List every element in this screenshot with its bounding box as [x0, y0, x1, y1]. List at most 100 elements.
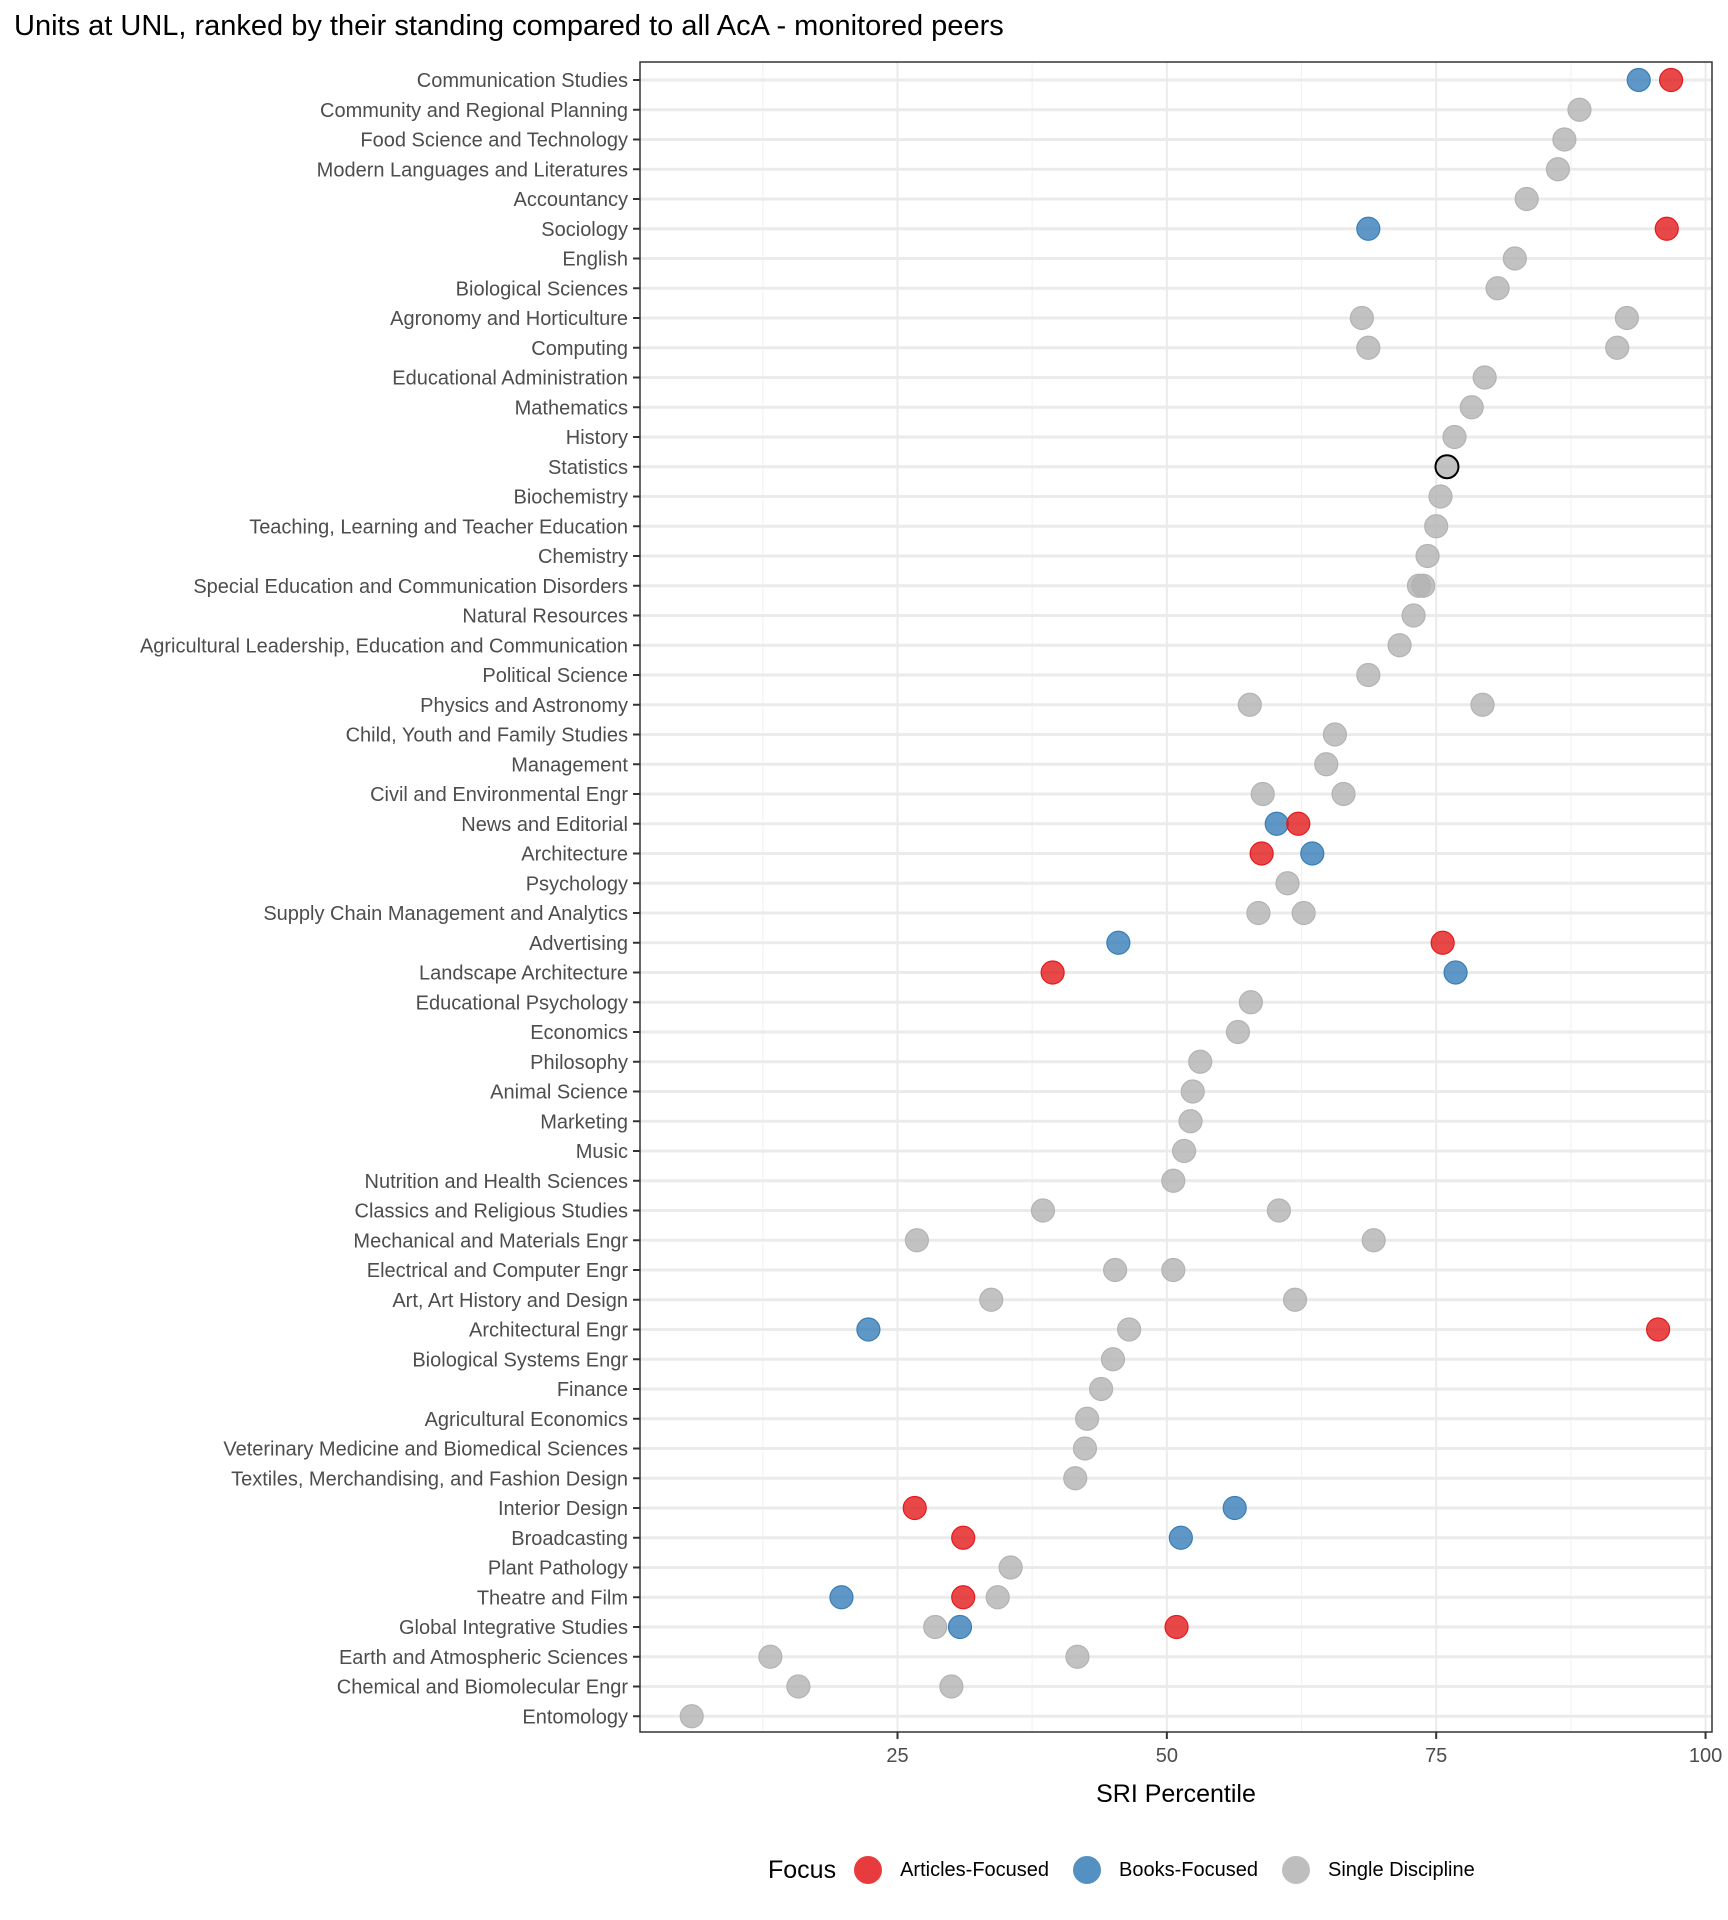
data-point-single-discipline — [1459, 395, 1484, 420]
x-tick-label: 75 — [1425, 1745, 1447, 1767]
y-tick-label: Civil and Environmental Engr — [370, 784, 628, 806]
legend-label-articles-focused: Articles-Focused — [900, 1858, 1050, 1881]
data-point-books-focused — [1626, 67, 1651, 93]
data-point-single-discipline — [1072, 1436, 1098, 1461]
legend-key-books-focused — [1073, 1856, 1102, 1884]
data-point-single-discipline — [1331, 781, 1356, 807]
data-point-books-focused — [1264, 811, 1289, 836]
data-point-single-discipline — [1470, 692, 1495, 717]
data-point-articles-focused — [902, 1495, 927, 1521]
y-tick-label: Food Science and Technology — [360, 130, 628, 152]
y-tick-label: Computing — [531, 338, 628, 360]
data-point-articles-focused — [1286, 811, 1311, 836]
data-point-articles-focused — [1654, 216, 1679, 241]
y-tick-label: Educational Psychology — [416, 992, 628, 1014]
data-point-books-focused — [947, 1614, 973, 1640]
data-point-single-discipline — [1117, 1317, 1142, 1342]
x-tick-label: 25 — [886, 1745, 908, 1767]
data-point-single-discipline — [1514, 186, 1539, 212]
data-point-single-discipline — [1250, 781, 1275, 807]
data-point-single-discipline — [1171, 1138, 1197, 1164]
data-point-single-discipline — [1238, 990, 1263, 1015]
y-tick-label: Veterinary Medicine and Biomedical Scien… — [223, 1439, 628, 1461]
y-tick-label: Economics — [530, 1022, 628, 1044]
data-point-books-focused — [1168, 1525, 1193, 1550]
legend: Focus Articles-Focused Books-Focused Sin… — [768, 1850, 1499, 1890]
data-point-single-discipline — [1291, 900, 1316, 926]
data-point-single-discipline — [1322, 722, 1348, 747]
y-tick-label: Agronomy and Horticulture — [390, 308, 628, 330]
y-tick-label: Architectural Engr — [469, 1320, 628, 1342]
y-tick-label: Educational Administration — [392, 368, 628, 390]
data-point-single-discipline — [904, 1228, 929, 1253]
y-tick-label: Chemical and Biomolecular Engr — [337, 1677, 629, 1699]
y-tick-label: Interior Design — [498, 1498, 628, 1520]
y-tick-label: Marketing — [540, 1111, 628, 1133]
data-point-single-discipline — [679, 1704, 704, 1729]
y-tick-label: Accountancy — [513, 189, 628, 211]
data-point-single-discipline — [786, 1674, 811, 1699]
data-point-single-discipline — [1282, 1287, 1308, 1312]
data-point-books-focused — [1356, 216, 1381, 241]
y-tick-label: Advertising — [529, 933, 628, 955]
y-tick-label: Natural Resources — [462, 606, 628, 628]
y-tick-label: Global Integrative Studies — [399, 1617, 628, 1639]
x-axis: 25 50 75 100 — [886, 1732, 1722, 1767]
y-tick-label: Philosophy — [530, 1052, 628, 1074]
y-tick-label: Psychology — [526, 873, 628, 895]
data-point-single-discipline — [939, 1674, 964, 1699]
y-tick-label: Finance — [557, 1379, 628, 1401]
y-tick-label: Biological Systems Engr — [412, 1349, 628, 1371]
y-tick-label: Chemistry — [538, 546, 628, 568]
data-point-single-discipline — [1275, 871, 1300, 896]
data-point-single-discipline — [1356, 662, 1381, 688]
y-tick-label: History — [566, 427, 628, 449]
data-points — [679, 67, 1684, 1729]
data-point-single-discipline — [1361, 1228, 1386, 1253]
data-point-single-discipline — [1237, 692, 1262, 717]
y-tick-label: English — [562, 249, 628, 271]
y-tick-label: Nutrition and Health Sciences — [365, 1171, 628, 1193]
y-tick-label: Supply Chain Management and Analytics — [263, 903, 628, 925]
legend-label-books-focused: Books-Focused — [1119, 1858, 1258, 1881]
legend-key-articles-focused — [854, 1856, 883, 1884]
y-tick-label: Sociology — [541, 219, 628, 241]
y-tick-label: Broadcasting — [511, 1528, 628, 1550]
data-point-single-discipline — [1178, 1109, 1203, 1134]
y-tick-label: Earth and Atmospheric Sciences — [339, 1647, 628, 1669]
data-point-articles-focused — [1040, 960, 1065, 985]
y-tick-label: Electrical and Computer Engr — [367, 1260, 629, 1282]
y-tick-label: Animal Science — [490, 1082, 628, 1104]
y-tick-label: Plant Pathology — [488, 1558, 628, 1580]
y-tick-label: Biochemistry — [514, 487, 628, 509]
legend-label-single-discipline: Single Discipline — [1328, 1858, 1475, 1881]
y-tick-label: Agricultural Economics — [425, 1409, 628, 1431]
data-point-books-focused — [829, 1585, 854, 1610]
data-point-single-discipline — [998, 1555, 1023, 1580]
data-point-single-discipline — [1614, 305, 1639, 331]
data-point-single-discipline — [1180, 1079, 1205, 1104]
data-point-single-discipline — [1415, 543, 1440, 569]
data-point-single-discipline — [1442, 424, 1467, 450]
data-point-single-discipline — [1567, 97, 1592, 122]
data-point-single-discipline — [1401, 603, 1426, 628]
data-point-articles-focused — [1430, 930, 1455, 955]
chart-plot: Communication Studies Community and Regio… — [140, 61, 1722, 1808]
y-tick-label: Management — [511, 754, 628, 776]
y-tick-label: Modern Languages and Literatures — [317, 159, 628, 181]
data-point-articles-focused — [951, 1525, 976, 1550]
y-tick-label: Communication Studies — [417, 70, 628, 92]
y-tick-label: Biological Sciences — [456, 278, 628, 300]
data-point-single-discipline — [923, 1614, 948, 1640]
data-point-single-discipline — [1161, 1168, 1186, 1193]
grid-lines — [640, 62, 1712, 1732]
data-point-single-discipline — [1472, 365, 1497, 390]
data-point-books-focused — [1443, 960, 1468, 985]
data-point-articles-focused — [1658, 67, 1684, 93]
data-point-single-discipline — [1434, 454, 1460, 480]
data-point-single-discipline — [1545, 157, 1571, 182]
data-point-articles-focused — [1249, 841, 1274, 866]
data-point-single-discipline — [1428, 484, 1453, 509]
legend-title: Focus — [768, 1855, 837, 1884]
data-point-single-discipline — [1100, 1347, 1126, 1372]
